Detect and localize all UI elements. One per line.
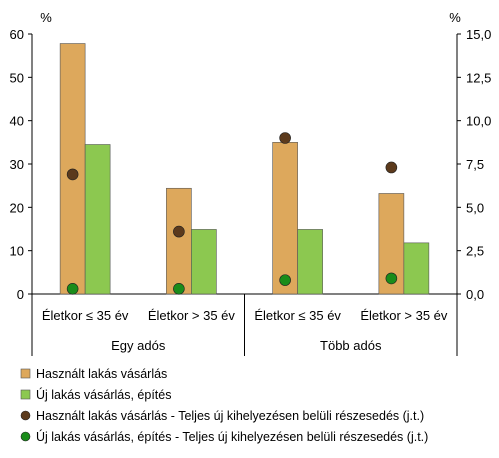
legend-label-used-share: Használt lakás vásárlás - Teljes új kihe… [36,409,424,423]
left-axis-unit: % [40,10,52,25]
left-tick-label: 60 [10,27,24,42]
legend-swatch-new-purchase [20,389,31,400]
labels: % % 0 10 20 30 40 50 60 0,0 2,5 5,0 7,5 10,0 12,5 15,0 É… [10,10,492,353]
legend-swatch-new-share [20,431,31,442]
bar-new-purchase [191,229,217,295]
category-label: Életkor ≤ 35 év [254,308,341,323]
category-label: Életkor > 35 év [148,308,236,323]
right-tick-label: 7,5 [466,157,484,172]
markers [66,132,398,295]
marker-used-share [279,132,291,144]
marker-new-share [279,274,291,286]
right-tick-label: 0,0 [466,287,484,302]
legend: Használt lakás vásárlás Új lakás vásárlás… [20,367,428,444]
bar-new-purchase [297,229,323,295]
right-tick-label: 2,5 [466,244,484,259]
marker-used-share [173,225,185,238]
bar-new-purchase [84,144,111,295]
right-tick-label: 5,0 [466,200,484,215]
group-label: Több adós [320,338,382,353]
bar-used-purchase [166,187,192,295]
legend-label-new-share: Új lakás vásárlás, építés - Teljes új ki… [36,429,428,444]
right-tick-label: 15,0 [466,27,491,42]
right-tick-label: 10,0 [466,114,491,129]
group-label: Egy adós [111,338,166,353]
marker-new-share [66,282,79,295]
category-label: Életkor ≤ 35 év [42,308,129,323]
left-tick-label: 50 [10,70,24,85]
left-tick-label: 20 [10,200,24,215]
legend-label-new-purchase: Új lakás vásárlás, építés [36,387,171,402]
bars [59,43,430,295]
left-tick-label: 40 [10,114,24,129]
legend-swatch-used-share [20,410,31,421]
marker-new-share [385,272,398,285]
legend-swatch-used-purchase [20,368,31,379]
left-tick-label: 30 [10,157,24,172]
bar-new-purchase [403,242,430,295]
left-tick-label: 10 [10,244,24,259]
right-axis-unit: % [449,10,461,25]
marker-new-share [173,282,185,295]
left-tick-label: 0 [17,287,24,302]
marker-used-share [385,161,398,174]
marker-used-share [66,168,79,181]
bar-used-purchase [272,142,298,295]
right-tick-label: 12,5 [466,70,491,85]
legend-label-used-purchase: Használt lakás vásárlás [36,367,167,381]
category-label: Életkor > 35 év [360,308,448,323]
